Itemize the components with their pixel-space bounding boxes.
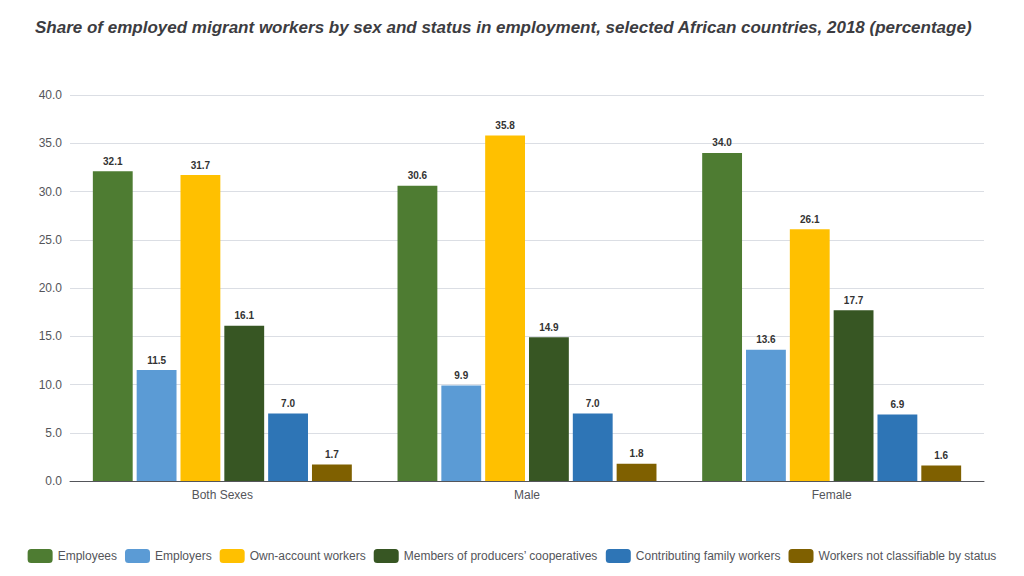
svg-text:35.8: 35.8 — [495, 120, 515, 131]
svg-text:16.1: 16.1 — [235, 310, 255, 321]
svg-text:13.6: 13.6 — [756, 334, 776, 345]
svg-text:6.9: 6.9 — [890, 399, 904, 410]
svg-text:Both Sexes: Both Sexes — [192, 488, 253, 502]
svg-text:Own-account workers: Own-account workers — [250, 549, 366, 563]
svg-text:Employers: Employers — [155, 549, 212, 563]
svg-text:1.6: 1.6 — [934, 450, 948, 461]
svg-text:Workers not classifiable by st: Workers not classifiable by status — [819, 549, 997, 563]
svg-text:35.0: 35.0 — [39, 136, 63, 150]
svg-text:Female: Female — [812, 488, 852, 502]
svg-text:7.0: 7.0 — [281, 398, 295, 409]
svg-text:Share of employed migrant work: Share of employed migrant workers by sex… — [35, 18, 972, 37]
svg-text:34.0: 34.0 — [712, 137, 732, 148]
svg-text:7.0: 7.0 — [586, 398, 600, 409]
svg-text:30.0: 30.0 — [39, 185, 63, 199]
svg-text:11.5: 11.5 — [147, 355, 166, 366]
svg-text:0.0: 0.0 — [45, 474, 62, 488]
svg-text:17.7: 17.7 — [844, 295, 864, 306]
svg-text:31.7: 31.7 — [191, 160, 211, 171]
svg-text:15.0: 15.0 — [39, 329, 63, 343]
svg-text:40.0: 40.0 — [39, 88, 63, 102]
svg-text:20.0: 20.0 — [39, 281, 63, 295]
svg-text:Employees: Employees — [58, 549, 117, 563]
svg-text:26.1: 26.1 — [800, 214, 820, 225]
svg-text:32.1: 32.1 — [103, 156, 123, 167]
svg-text:Male: Male — [514, 488, 540, 502]
svg-text:30.6: 30.6 — [408, 170, 428, 181]
svg-text:9.9: 9.9 — [454, 370, 468, 381]
svg-text:Contributing family workers: Contributing family workers — [636, 549, 781, 563]
svg-text:10.0: 10.0 — [39, 378, 63, 392]
svg-text:1.7: 1.7 — [325, 449, 339, 460]
svg-text:25.0: 25.0 — [39, 233, 63, 247]
svg-text:Members of producers’ cooperat: Members of producers’ cooperatives — [404, 549, 598, 563]
svg-text:5.0: 5.0 — [45, 426, 62, 440]
svg-text:14.9: 14.9 — [539, 322, 559, 333]
svg-text:1.8: 1.8 — [630, 448, 644, 459]
